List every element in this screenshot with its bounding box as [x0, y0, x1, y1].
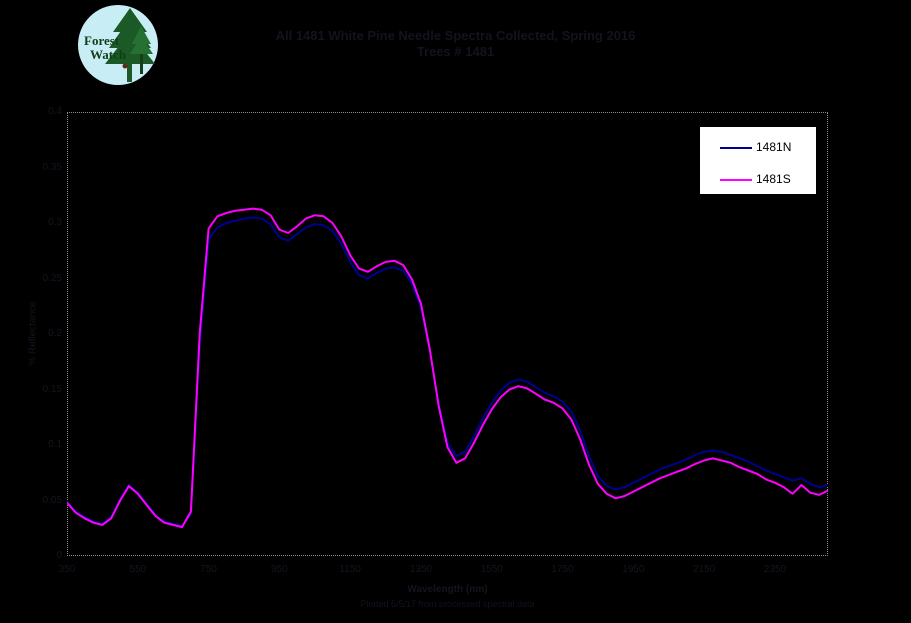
forest-watch-logo: Forest Watch: [78, 5, 158, 85]
chart-title: All 1481 White Pine Needle Spectra Colle…: [0, 28, 911, 60]
x-tick-label: 2150: [692, 564, 716, 575]
y-tick-label: 0.4: [48, 106, 62, 117]
x-tick-label: 750: [200, 564, 217, 575]
y-axis-title: % Reflectance: [27, 301, 39, 366]
legend-label-1481N: 1481N: [756, 140, 792, 154]
x-axis-title: Wavelength (nm): [407, 584, 488, 595]
y-tick-label: 0.05: [42, 494, 62, 506]
logo-text-watch: Watch: [90, 47, 127, 62]
chart-title-line2: Trees # 1481: [416, 44, 495, 59]
x-tick-label: 350: [58, 564, 76, 575]
y-tick-label: 0.3: [48, 217, 62, 228]
x-tick-label: 950: [271, 564, 288, 575]
legend-item-1481S: 1481S: [700, 170, 816, 190]
x-tick-label: 1350: [409, 564, 433, 575]
y-tick-label: 0.1: [48, 439, 62, 450]
tree-icon: [105, 8, 155, 82]
x-tick-label: 1150: [339, 564, 361, 575]
x-tick-label: 1550: [480, 564, 503, 575]
legend-line-1481N: [720, 147, 752, 149]
logo-text-forest: Forest: [84, 33, 120, 48]
series-line-1481S: [67, 207, 828, 529]
x-tick-label: 1750: [551, 564, 574, 575]
chart-title-line1: All 1481 White Pine Needle Spectra Colle…: [275, 28, 636, 43]
x-tick-label: 2350: [763, 564, 787, 575]
legend-item-1481N: 1481N: [700, 138, 816, 158]
spectra-plot: [67, 207, 828, 529]
legend: 1481N 1481S: [700, 127, 816, 194]
y-tick-label: 0.25: [42, 272, 62, 284]
y-tick-label: 0.15: [42, 383, 62, 395]
y-tick-label: 0.2: [48, 328, 62, 339]
series-line-1481N: [67, 216, 828, 527]
climber-figure: [122, 63, 128, 69]
y-tick-label: 0: [56, 550, 62, 561]
footer-caption: Plotted 5/5/17 from processed spectral d…: [360, 599, 535, 609]
x-tick-label: 1950: [622, 564, 645, 575]
y-tick-label: 0.35: [42, 161, 62, 173]
legend-label-1481S: 1481S: [756, 172, 791, 186]
legend-line-1481S: [720, 179, 752, 181]
x-tick-label: 550: [129, 564, 147, 575]
